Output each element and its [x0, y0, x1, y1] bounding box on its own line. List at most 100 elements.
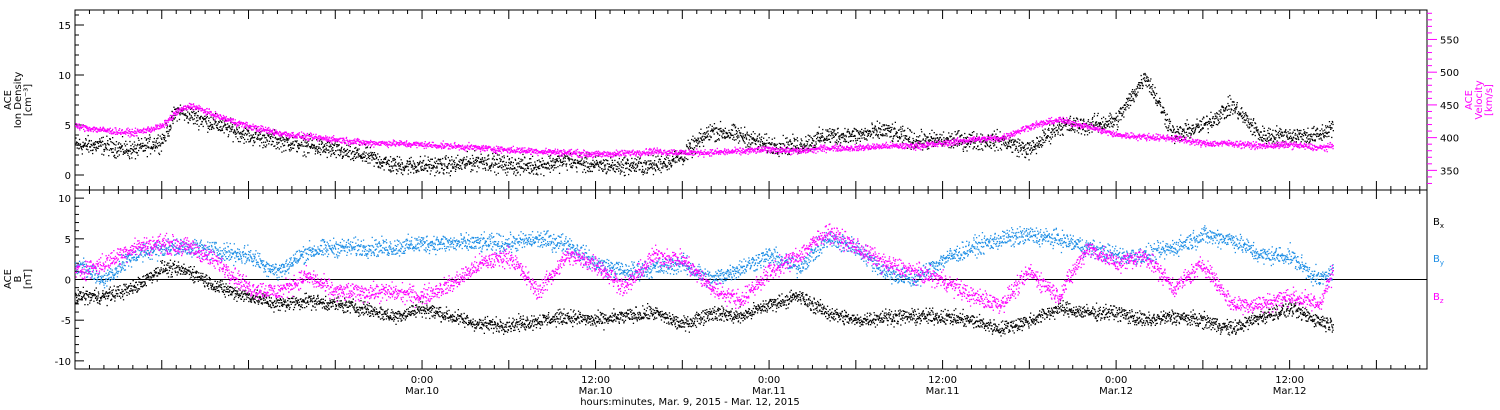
data-point [401, 169, 403, 171]
data-point [136, 145, 138, 147]
data-point [158, 153, 161, 156]
data-point [228, 125, 231, 127]
data-point [645, 162, 647, 164]
data-point [1187, 123, 1190, 126]
data-point [505, 161, 507, 164]
data-point [133, 141, 136, 143]
data-point [1145, 77, 1147, 79]
data-point [1243, 116, 1245, 118]
data-point [860, 132, 862, 134]
data-point [362, 152, 364, 155]
data-point [213, 123, 216, 125]
data-point [915, 140, 918, 142]
data-point [432, 167, 434, 169]
data-point [197, 119, 199, 122]
data-point [1008, 139, 1011, 141]
data-point [682, 159, 684, 161]
data-point [236, 127, 238, 129]
data-point [898, 136, 901, 138]
data-point [548, 155, 550, 157]
data-point [327, 149, 329, 151]
time-tick-label: 0:00 [1105, 375, 1127, 386]
data-point [389, 170, 391, 172]
data-point [258, 138, 260, 140]
data-point [138, 129, 140, 131]
data-point [463, 158, 465, 160]
data-point [620, 171, 622, 173]
data-point [219, 118, 221, 120]
data-point [498, 154, 500, 156]
data-point [423, 167, 425, 169]
data-point [1070, 129, 1072, 132]
data-point [268, 143, 270, 145]
data-point [161, 138, 163, 140]
data-point [1305, 141, 1307, 143]
data-point [647, 169, 649, 171]
data-point [909, 141, 911, 143]
data-point [950, 147, 952, 149]
data-point [180, 112, 182, 114]
data-point [149, 128, 152, 131]
data-point [140, 129, 142, 131]
data-point [1147, 80, 1150, 82]
data-point [1304, 140, 1306, 142]
data-point [1160, 105, 1162, 107]
data-point [1001, 144, 1003, 146]
data-point [871, 123, 873, 126]
data-point [816, 133, 818, 136]
top-left-axis-label: ACE Ion Density [cm⁻³] [3, 72, 34, 129]
data-point [186, 117, 188, 119]
data-point [763, 142, 765, 144]
data-point [1130, 94, 1132, 96]
data-point [1230, 98, 1232, 100]
data-point [99, 126, 101, 129]
data-point [943, 140, 946, 142]
data-point [541, 157, 543, 159]
data-point [841, 134, 843, 136]
data-point [272, 136, 274, 138]
data-point [1092, 121, 1094, 123]
data-point [169, 124, 171, 126]
data-point [1031, 140, 1033, 142]
data-point [164, 135, 166, 137]
data-point [391, 167, 394, 169]
data-point [738, 136, 740, 138]
data-point [1295, 141, 1297, 143]
data-point [1176, 131, 1178, 133]
data-point [1082, 119, 1084, 122]
data-point [390, 161, 393, 163]
data-point [359, 144, 361, 146]
data-point [1306, 137, 1308, 139]
data-point [1266, 140, 1268, 142]
data-point [885, 128, 887, 130]
data-point [410, 171, 412, 174]
data-point [614, 159, 616, 162]
data-point [366, 146, 369, 148]
data-point [253, 140, 255, 142]
data-point [1158, 101, 1161, 103]
data-point [179, 110, 182, 112]
data-point [965, 137, 967, 140]
data-point [1042, 129, 1044, 131]
data-point [1226, 109, 1228, 111]
data-point [168, 130, 170, 133]
data-point [142, 130, 144, 132]
data-point [309, 147, 312, 149]
data-point [112, 148, 114, 150]
data-point [176, 108, 178, 110]
data-point [593, 161, 596, 163]
data-point [521, 160, 523, 162]
data-point [727, 136, 729, 138]
data-point [685, 144, 688, 146]
data-point [550, 160, 552, 162]
data-point [181, 107, 183, 109]
data-point [965, 137, 967, 139]
data-point [488, 168, 491, 170]
data-point [1215, 115, 1217, 117]
data-point [1320, 137, 1322, 139]
data-point [189, 106, 191, 108]
data-point [927, 139, 930, 141]
data-point [291, 142, 294, 144]
data-point [1024, 156, 1027, 159]
data-point [781, 148, 783, 150]
